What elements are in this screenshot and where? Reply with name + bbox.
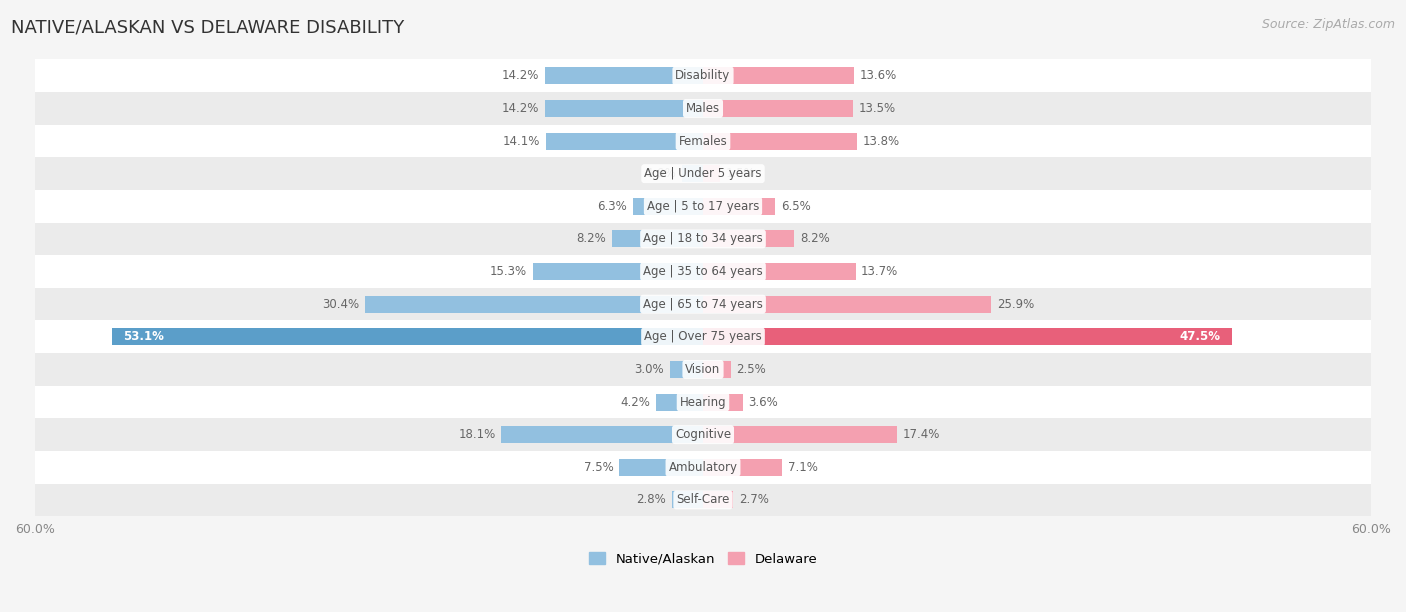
Text: 8.2%: 8.2% (800, 233, 830, 245)
Text: 7.5%: 7.5% (583, 461, 614, 474)
Text: Self-Care: Self-Care (676, 493, 730, 506)
Bar (703, 165, 720, 182)
Text: 18.1%: 18.1% (458, 428, 496, 441)
Bar (703, 100, 853, 117)
Text: 17.4%: 17.4% (903, 428, 939, 441)
Text: Vision: Vision (685, 363, 721, 376)
Bar (703, 296, 991, 313)
Bar (669, 361, 703, 378)
Bar (703, 394, 744, 411)
Text: Age | Over 75 years: Age | Over 75 years (644, 330, 762, 343)
Bar (35, 223, 1371, 255)
Bar (703, 133, 856, 149)
Bar (111, 328, 703, 345)
Bar (703, 361, 731, 378)
Text: Ambulatory: Ambulatory (668, 461, 738, 474)
Bar (533, 263, 703, 280)
Text: Females: Females (679, 135, 727, 147)
Text: 13.8%: 13.8% (862, 135, 900, 147)
Bar (703, 263, 855, 280)
Bar (546, 133, 703, 149)
Text: 3.6%: 3.6% (748, 395, 779, 409)
Text: 6.5%: 6.5% (780, 200, 811, 213)
Bar (612, 231, 703, 247)
Text: Age | 65 to 74 years: Age | 65 to 74 years (643, 297, 763, 311)
Bar (35, 451, 1371, 483)
Text: Age | 18 to 34 years: Age | 18 to 34 years (643, 233, 763, 245)
Text: 53.1%: 53.1% (122, 330, 163, 343)
Bar (672, 491, 703, 509)
Text: 1.5%: 1.5% (725, 167, 755, 180)
Bar (703, 459, 782, 476)
Text: 4.2%: 4.2% (621, 395, 651, 409)
Bar (35, 483, 1371, 517)
Text: 6.3%: 6.3% (598, 200, 627, 213)
Bar (703, 426, 897, 443)
Text: Cognitive: Cognitive (675, 428, 731, 441)
Bar (657, 394, 703, 411)
Text: Age | Under 5 years: Age | Under 5 years (644, 167, 762, 180)
Bar (546, 67, 703, 84)
Bar (35, 92, 1371, 125)
Text: 14.1%: 14.1% (503, 135, 540, 147)
Bar (502, 426, 703, 443)
Bar (703, 328, 1232, 345)
Text: 15.3%: 15.3% (489, 265, 527, 278)
Bar (35, 288, 1371, 321)
Text: Source: ZipAtlas.com: Source: ZipAtlas.com (1261, 18, 1395, 31)
Bar (364, 296, 703, 313)
Bar (35, 157, 1371, 190)
Bar (703, 491, 733, 509)
Bar (620, 459, 703, 476)
Legend: Native/Alaskan, Delaware: Native/Alaskan, Delaware (583, 547, 823, 571)
Bar (682, 165, 703, 182)
Text: 47.5%: 47.5% (1180, 330, 1220, 343)
Text: Hearing: Hearing (679, 395, 727, 409)
Text: Males: Males (686, 102, 720, 115)
Text: 1.9%: 1.9% (647, 167, 676, 180)
Text: Disability: Disability (675, 69, 731, 82)
Text: 2.5%: 2.5% (737, 363, 766, 376)
Text: 14.2%: 14.2% (502, 69, 540, 82)
Text: 25.9%: 25.9% (997, 297, 1035, 311)
Text: 30.4%: 30.4% (322, 297, 359, 311)
Bar (703, 198, 775, 215)
Bar (633, 198, 703, 215)
Text: 3.0%: 3.0% (634, 363, 664, 376)
Bar (35, 419, 1371, 451)
Text: 2.7%: 2.7% (738, 493, 769, 506)
Text: Age | 5 to 17 years: Age | 5 to 17 years (647, 200, 759, 213)
Text: 13.6%: 13.6% (860, 69, 897, 82)
Bar (35, 125, 1371, 157)
Bar (35, 353, 1371, 386)
Bar (546, 100, 703, 117)
Text: 13.5%: 13.5% (859, 102, 896, 115)
Text: 13.7%: 13.7% (860, 265, 898, 278)
Text: NATIVE/ALASKAN VS DELAWARE DISABILITY: NATIVE/ALASKAN VS DELAWARE DISABILITY (11, 18, 405, 36)
Text: 7.1%: 7.1% (787, 461, 817, 474)
Bar (35, 190, 1371, 223)
Text: 2.8%: 2.8% (637, 493, 666, 506)
Bar (35, 59, 1371, 92)
Text: Age | 35 to 64 years: Age | 35 to 64 years (643, 265, 763, 278)
Bar (35, 321, 1371, 353)
Bar (35, 386, 1371, 419)
Text: 8.2%: 8.2% (576, 233, 606, 245)
Text: 14.2%: 14.2% (502, 102, 540, 115)
Bar (35, 255, 1371, 288)
Bar (703, 231, 794, 247)
Bar (703, 67, 855, 84)
